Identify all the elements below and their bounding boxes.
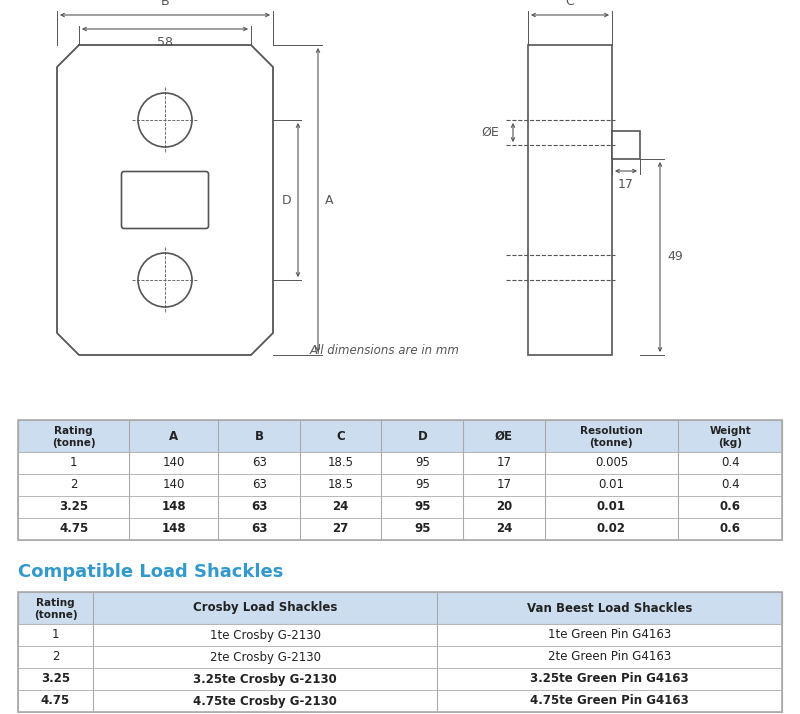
Text: 0.005: 0.005: [594, 456, 628, 470]
Text: A: A: [170, 430, 178, 443]
Text: 1te Green Pin G4163: 1te Green Pin G4163: [548, 628, 671, 641]
Text: 3.25te Crosby G-2130: 3.25te Crosby G-2130: [193, 673, 337, 685]
Text: 0.6: 0.6: [719, 523, 741, 536]
Text: 3.25: 3.25: [59, 501, 88, 513]
Text: D: D: [282, 193, 291, 206]
Text: 18.5: 18.5: [328, 456, 354, 470]
Text: 2te Green Pin G4163: 2te Green Pin G4163: [548, 650, 671, 663]
Text: B: B: [161, 0, 170, 8]
Text: 140: 140: [162, 478, 185, 491]
Text: Compatible Load Shackles: Compatible Load Shackles: [18, 563, 283, 581]
FancyBboxPatch shape: [122, 171, 209, 228]
Text: 4.75: 4.75: [59, 523, 88, 536]
Text: 49: 49: [667, 251, 682, 263]
Text: (tonne): (tonne): [52, 438, 95, 448]
Bar: [18, 474, 782, 496]
Text: 24: 24: [333, 501, 349, 513]
Text: 1: 1: [70, 456, 78, 470]
Text: 95: 95: [414, 523, 430, 536]
Text: Rating: Rating: [36, 598, 75, 608]
Text: 17: 17: [618, 178, 634, 191]
Bar: [612, 131, 640, 159]
Text: (tonne): (tonne): [34, 610, 78, 620]
Text: All dimensions are in mm: All dimensions are in mm: [310, 343, 460, 356]
Text: 95: 95: [415, 478, 430, 491]
Text: 2: 2: [52, 650, 59, 663]
Bar: [18, 624, 782, 646]
Text: 0.02: 0.02: [597, 523, 626, 536]
Text: A: A: [325, 193, 334, 206]
Text: 18.5: 18.5: [328, 478, 354, 491]
Text: 140: 140: [162, 456, 185, 470]
Text: 3.25te Green Pin G4163: 3.25te Green Pin G4163: [530, 673, 689, 685]
Text: 4.75: 4.75: [41, 695, 70, 708]
Text: 95: 95: [415, 456, 430, 470]
Text: ØE: ØE: [481, 126, 499, 139]
Text: 17: 17: [496, 456, 511, 470]
Text: Weight: Weight: [710, 426, 751, 436]
Text: 27: 27: [333, 523, 349, 536]
Bar: [528, 45, 612, 355]
Text: 0.4: 0.4: [721, 478, 739, 491]
Text: 63: 63: [252, 456, 266, 470]
Bar: [18, 420, 782, 540]
Bar: [18, 668, 782, 690]
Text: 0.01: 0.01: [598, 478, 624, 491]
Text: 58: 58: [157, 36, 173, 49]
Bar: [18, 592, 782, 712]
Bar: [18, 420, 782, 452]
Text: 17: 17: [496, 478, 511, 491]
Text: 63: 63: [251, 501, 267, 513]
Text: Crosby Load Shackles: Crosby Load Shackles: [193, 601, 337, 615]
Bar: [18, 518, 782, 540]
Text: 1te Crosby G-2130: 1te Crosby G-2130: [210, 628, 321, 641]
Text: D: D: [418, 430, 427, 443]
Bar: [18, 592, 782, 624]
Bar: [18, 646, 782, 668]
Text: (kg): (kg): [718, 438, 742, 448]
Text: C: C: [336, 430, 345, 443]
Text: 0.4: 0.4: [721, 456, 739, 470]
Text: Van Beest Load Shackles: Van Beest Load Shackles: [527, 601, 692, 615]
Bar: [18, 496, 782, 518]
Text: 148: 148: [162, 523, 186, 536]
Bar: [18, 690, 782, 712]
Text: 2: 2: [70, 478, 78, 491]
Text: 3.25: 3.25: [41, 673, 70, 685]
Text: 2te Crosby G-2130: 2te Crosby G-2130: [210, 650, 321, 663]
Text: ØE: ØE: [495, 430, 513, 443]
Text: B: B: [254, 430, 263, 443]
Text: 0.01: 0.01: [597, 501, 626, 513]
Text: (tonne): (tonne): [590, 438, 634, 448]
Text: 63: 63: [251, 523, 267, 536]
Text: 0.6: 0.6: [719, 501, 741, 513]
Text: 148: 148: [162, 501, 186, 513]
Bar: [18, 452, 782, 474]
Text: C: C: [566, 0, 574, 8]
Text: 63: 63: [252, 478, 266, 491]
Text: Resolution: Resolution: [580, 426, 642, 436]
Text: 1: 1: [52, 628, 59, 641]
Text: 4.75te Green Pin G4163: 4.75te Green Pin G4163: [530, 695, 689, 708]
Text: 20: 20: [496, 501, 512, 513]
Text: 4.75te Crosby G-2130: 4.75te Crosby G-2130: [193, 695, 337, 708]
Text: 95: 95: [414, 501, 430, 513]
Text: 24: 24: [496, 523, 512, 536]
Text: Rating: Rating: [54, 426, 93, 436]
